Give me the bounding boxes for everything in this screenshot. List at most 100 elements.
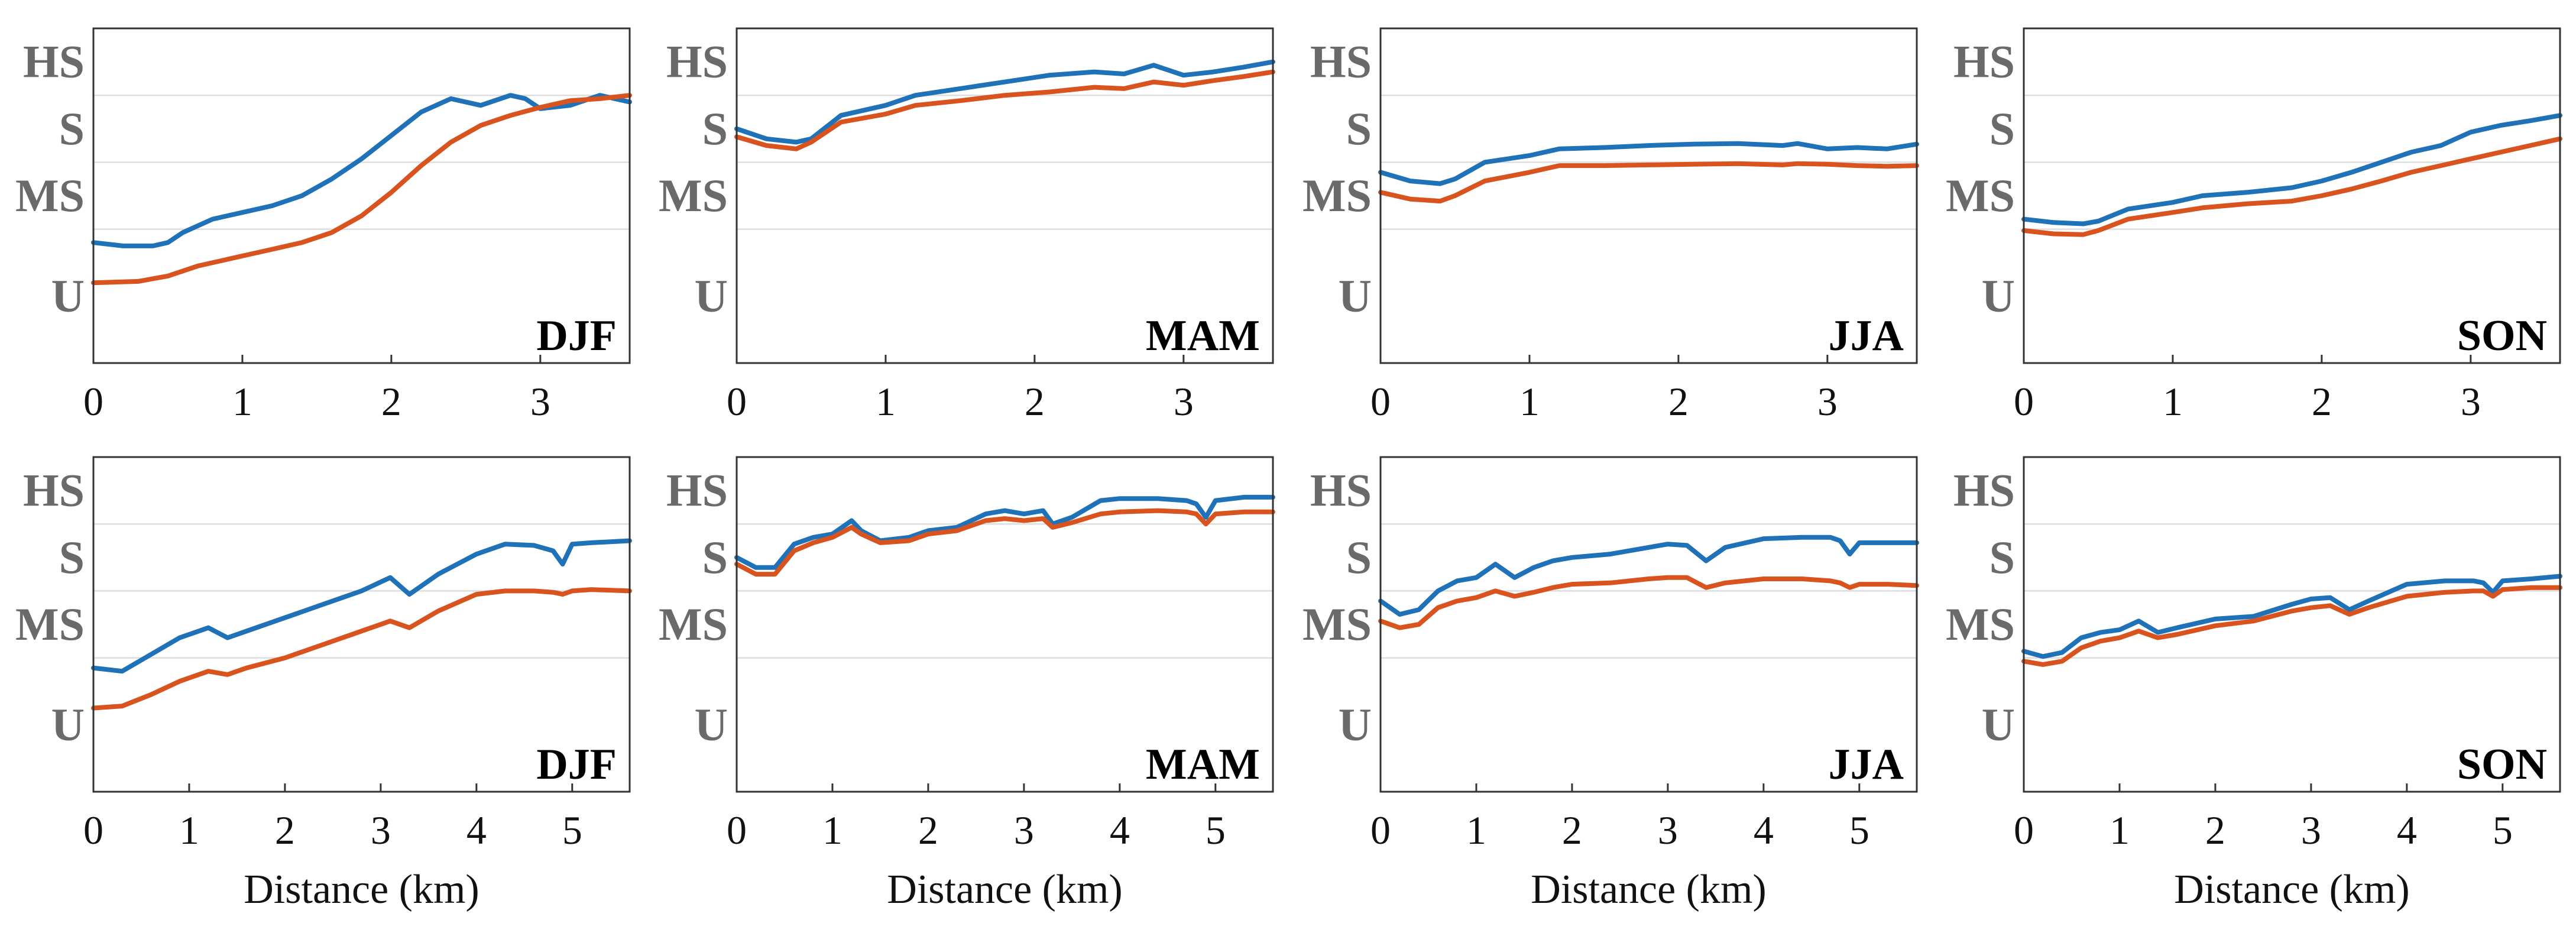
x-tick-label: 5 (562, 808, 582, 853)
x-tick-label: 2 (381, 379, 401, 424)
series-line-orange (2021, 136, 2562, 237)
x-tick-label: 3 (1014, 808, 1034, 853)
y-tick-label: S (702, 532, 728, 583)
y-tick-label: MS (15, 170, 85, 221)
axes-frame (735, 456, 1274, 793)
y-tick-label: U (51, 699, 85, 750)
panel-son-row1: U MS S HS 0 1 2 3 SON (1946, 27, 2562, 424)
y-tick-label: U (695, 699, 728, 750)
x-tick-label: 3 (2301, 808, 2321, 853)
x-tick-label: 1 (1519, 379, 1540, 424)
x-axis-label: Distance (km) (244, 867, 479, 912)
x-tick-label: 3 (1817, 379, 1838, 424)
y-tick-label: MS (1946, 170, 2015, 221)
series-line-blue (2021, 574, 2562, 659)
y-tick-label: MS (15, 598, 85, 650)
y-tick-label: S (1346, 103, 1372, 154)
season-label: DJF (536, 312, 617, 360)
season-label: DJF (536, 740, 617, 789)
axes-frame (92, 27, 631, 364)
y-tick-label: U (51, 270, 85, 322)
series-line-blue (1378, 141, 1919, 186)
x-tick-label: 2 (1025, 379, 1045, 424)
series-line-blue (91, 93, 632, 248)
panel-son-row2: U MS S HS 0 1 2 3 4 5 SON Distance (km) (1946, 456, 2562, 912)
x-tick-label: 3 (1174, 379, 1194, 424)
season-label: MAM (1146, 312, 1260, 360)
y-tick-label: S (1989, 103, 2015, 154)
y-tick-label: HS (1310, 36, 1372, 88)
panel-mam-row1: U MS S HS 0 1 2 3 MAM (659, 27, 1275, 424)
season-label: MAM (1146, 740, 1260, 789)
x-tick-label: 5 (2493, 808, 2513, 853)
y-tick-label: MS (659, 170, 728, 221)
panel-jja-row1: U MS S HS 0 1 2 3 JJA (1302, 27, 1919, 424)
x-tick-label: 0 (83, 808, 103, 853)
x-axis-label: Distance (km) (1531, 867, 1766, 912)
y-tick-label: U (1982, 270, 2015, 322)
series-line-blue (91, 538, 632, 674)
x-tick-label: 3 (371, 808, 391, 853)
y-tick-label: HS (1310, 465, 1372, 516)
x-axis-label: Distance (km) (2174, 867, 2409, 912)
x-tick-label: 2 (1562, 808, 1582, 853)
series-line-blue (2021, 113, 2562, 226)
panel-djf-row2: U MS S HS 0 1 2 3 4 5 DJF Distance (km) (15, 456, 632, 912)
x-tick-label: 2 (275, 808, 295, 853)
x-tick-label: 1 (232, 379, 252, 424)
y-tick-label: HS (666, 36, 728, 88)
season-label: SON (2457, 740, 2547, 789)
axes-frame (2023, 27, 2561, 364)
series-line-orange (1378, 161, 1919, 204)
y-tick-label: HS (1953, 36, 2015, 88)
y-tick-label: MS (1302, 598, 1372, 650)
series-line-orange (91, 587, 632, 711)
x-tick-label: 0 (727, 808, 747, 853)
x-tick-label: 0 (1370, 379, 1391, 424)
y-tick-label: S (59, 103, 85, 154)
season-label: JJA (1829, 740, 1904, 789)
x-tick-label: 3 (530, 379, 550, 424)
axes-frame (1379, 456, 1918, 793)
y-tick-label: U (1982, 699, 2015, 750)
x-tick-label: 5 (1849, 808, 1869, 853)
series-line-orange (734, 508, 1275, 577)
y-tick-label: S (1989, 532, 2015, 583)
panel-djf-row1: U MS S HS 0 1 2 3 DJF (15, 27, 632, 424)
y-tick-label: S (59, 532, 85, 583)
y-tick-label: MS (1946, 598, 2015, 650)
x-axis-label: Distance (km) (887, 867, 1122, 912)
axes-frame (735, 27, 1274, 364)
y-tick-label: HS (23, 36, 85, 88)
panel-mam-row2: U MS S HS 0 1 2 3 4 5 MAM Distance (km) (659, 456, 1275, 912)
x-tick-label: 4 (466, 808, 487, 853)
x-tick-label: 0 (2014, 379, 2034, 424)
y-tick-label: U (695, 270, 728, 322)
x-tick-label: 0 (2014, 808, 2034, 853)
x-tick-label: 2 (1668, 379, 1689, 424)
x-tick-label: 2 (918, 808, 938, 853)
x-tick-label: 0 (1370, 808, 1391, 853)
x-tick-label: 1 (876, 379, 896, 424)
y-tick-label: HS (666, 465, 728, 516)
x-tick-label: 1 (1466, 808, 1486, 853)
season-label: SON (2457, 312, 2547, 360)
x-tick-label: 4 (2397, 808, 2417, 853)
series-line-orange (91, 93, 632, 286)
y-tick-label: S (702, 103, 728, 154)
x-tick-label: 1 (822, 808, 843, 853)
series-line-orange (2021, 585, 2562, 667)
y-tick-label: MS (659, 598, 728, 650)
x-tick-label: 0 (727, 379, 747, 424)
x-tick-label: 1 (179, 808, 199, 853)
x-tick-label: 2 (2312, 379, 2332, 424)
axes-frame (2023, 456, 2561, 793)
y-tick-label: U (1339, 699, 1372, 750)
series-line-orange (734, 69, 1275, 151)
series-line-blue (1378, 535, 1919, 617)
x-tick-label: 4 (1754, 808, 1774, 853)
x-tick-label: 2 (2205, 808, 2225, 853)
x-tick-label: 1 (2110, 808, 2130, 853)
x-tick-label: 5 (1206, 808, 1226, 853)
